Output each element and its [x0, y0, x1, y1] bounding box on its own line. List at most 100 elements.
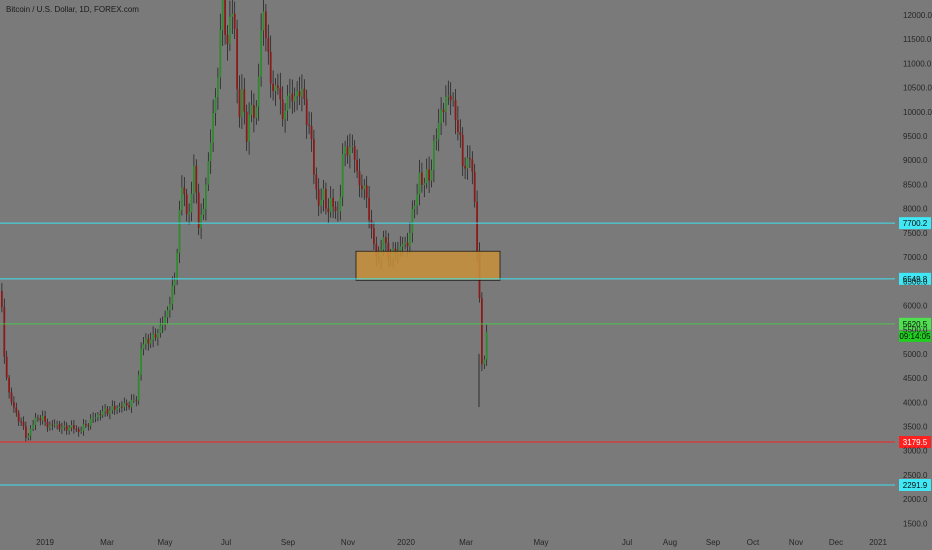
candle-body	[269, 51, 272, 84]
x-tick-label: Oct	[747, 538, 760, 547]
candle-body	[442, 109, 445, 112]
candle-body	[289, 93, 291, 96]
candle-body	[447, 95, 450, 97]
candle-body	[89, 418, 92, 426]
candle-body	[133, 399, 135, 401]
price-tag-3179.5	[899, 436, 931, 449]
candle-body	[92, 417, 94, 419]
candle-body	[193, 165, 195, 194]
candle-body	[217, 77, 219, 98]
candle-body	[5, 356, 8, 378]
candle-body	[209, 142, 212, 162]
x-tick-label: 2021	[869, 538, 887, 547]
support-zone-rect[interactable]	[355, 250, 501, 281]
candle-body	[39, 418, 42, 421]
candle-body	[344, 146, 346, 154]
x-tick-label: Nov	[789, 538, 803, 547]
candle-body	[248, 114, 250, 142]
price-tag-label: 5620.5	[903, 320, 928, 329]
candle-body	[173, 280, 176, 286]
candle-body	[334, 206, 337, 212]
candle-body	[315, 174, 318, 190]
candle-body	[353, 146, 356, 160]
candle-body	[277, 85, 279, 88]
candle-body	[255, 106, 258, 119]
candle-body	[178, 210, 181, 253]
candle-body	[454, 99, 457, 121]
candle-body	[233, 13, 236, 29]
candle-body	[181, 187, 183, 211]
candle-body	[219, 29, 222, 78]
y-tick-label: 8500.0	[903, 180, 928, 189]
candle-body	[329, 198, 332, 213]
candle-body	[221, 0, 224, 30]
candle-body	[262, 11, 265, 31]
candle-body	[140, 349, 142, 375]
candle-body	[99, 414, 102, 416]
candle-body	[97, 414, 99, 418]
candle-body	[80, 430, 82, 432]
candle-body	[466, 157, 469, 169]
candle-body	[101, 411, 104, 416]
candle-body	[473, 171, 476, 202]
candle-body	[22, 421, 25, 427]
candle-body	[411, 208, 414, 233]
x-tick-label: May	[533, 538, 548, 547]
candle-body	[3, 307, 6, 357]
candle-body	[469, 157, 471, 160]
candle-body	[41, 415, 44, 421]
candle-body	[32, 425, 34, 429]
candle-body	[224, 0, 226, 35]
candle-body	[226, 34, 229, 45]
candle-body	[382, 237, 385, 250]
candle-body	[200, 214, 202, 229]
candle-body	[257, 76, 260, 107]
candle-body	[231, 13, 234, 17]
candle-body	[243, 89, 246, 112]
candle-body	[197, 192, 200, 229]
candle-body	[385, 237, 387, 244]
candle-body	[113, 406, 116, 410]
candle-body	[111, 406, 114, 411]
y-tick-label: 2000.0	[903, 495, 928, 504]
candle-body	[128, 405, 130, 408]
candle-body	[310, 125, 313, 140]
candle-body	[281, 99, 284, 119]
candle-body	[293, 96, 296, 102]
candle-body	[17, 412, 20, 422]
price-tag-label: 2291.9	[903, 481, 928, 490]
candle-body	[298, 91, 301, 97]
candle-body	[401, 244, 404, 247]
candle-body	[49, 424, 51, 428]
x-tick-label: Nov	[341, 538, 355, 547]
candle-body	[238, 89, 241, 117]
candle-body	[53, 424, 56, 426]
candle-body	[245, 111, 248, 142]
candle-body	[44, 415, 46, 422]
candle-body	[440, 109, 442, 123]
price-tag-5620.5	[899, 317, 931, 330]
candle-body	[464, 166, 466, 169]
candle-body	[73, 424, 75, 430]
price-tag-7700.2	[899, 217, 931, 230]
candle-body	[125, 402, 128, 406]
candle-body	[421, 172, 423, 186]
candle-body	[58, 423, 61, 430]
x-tick-label: Jul	[221, 538, 231, 547]
price-tag-label: 7700.2	[903, 219, 928, 228]
candle-body	[164, 317, 166, 325]
y-tick-label: 2500.0	[903, 471, 928, 480]
candle-body	[332, 198, 334, 207]
candle-body	[190, 193, 193, 213]
candle-body	[169, 304, 171, 311]
y-tick-label: 4000.0	[903, 398, 928, 407]
candle-body	[130, 399, 133, 408]
candle-body	[149, 339, 152, 344]
countdown-tag	[899, 330, 931, 342]
x-tick-label: Jul	[622, 538, 632, 547]
candle-body	[346, 146, 349, 156]
y-tick-label: 9000.0	[903, 156, 928, 165]
candle-body	[25, 426, 27, 438]
